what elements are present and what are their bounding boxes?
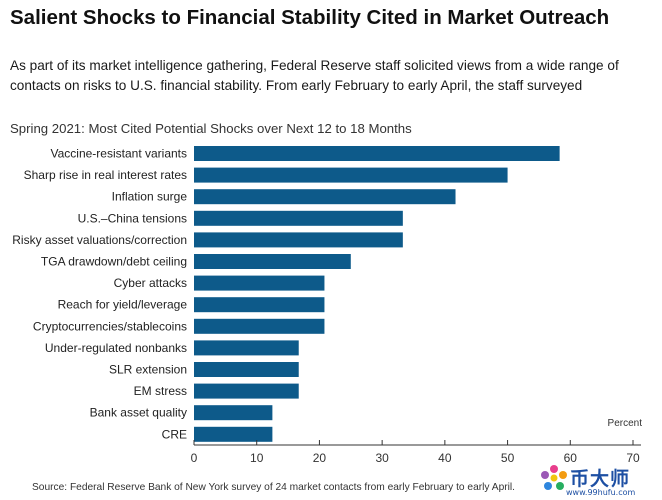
bar	[194, 189, 456, 205]
intro-text: As part of its market intelligence gathe…	[10, 58, 619, 93]
bar	[194, 383, 299, 399]
page-title: Salient Shocks to Financial Stability Ci…	[10, 6, 610, 29]
category-label: Under-regulated nonbanks	[45, 341, 187, 355]
x-tick-label: 20	[313, 451, 327, 465]
bar	[194, 146, 560, 161]
category-label: Vaccine-resistant variants	[51, 147, 188, 161]
x-tick-label: 30	[375, 451, 389, 465]
watermark-text: 币大师	[570, 468, 631, 490]
bar	[194, 167, 508, 183]
x-tick-label: 40	[438, 451, 452, 465]
watermark: 币大师 www.99hufu.com	[540, 462, 662, 500]
watermark-url: www.99hufu.com	[566, 488, 636, 497]
source-note: Source: Federal Reserve Bank of New York…	[32, 482, 515, 493]
chart-title: Spring 2021: Most Cited Potential Shocks…	[10, 121, 412, 136]
x-tick-label: 10	[250, 451, 264, 465]
x-tick-label: 50	[501, 451, 515, 465]
bar	[194, 318, 325, 334]
category-label: TGA drawdown/debt ceiling	[41, 255, 187, 269]
unit-label: Percent	[608, 418, 643, 429]
category-label: Sharp rise in real interest rates	[24, 168, 187, 182]
bar	[194, 362, 299, 377]
bar	[194, 297, 325, 313]
category-label: Cryptocurrencies/stablecoins	[33, 319, 187, 333]
category-label: SLR extension	[109, 363, 187, 377]
category-label: U.S.–China tensions	[78, 211, 187, 225]
x-tick-label: 70	[626, 451, 640, 465]
flower-logo-icon	[541, 465, 567, 490]
category-label: Cyber attacks	[114, 276, 187, 290]
category-label: Bank asset quality	[90, 406, 187, 420]
category-label: Inflation surge	[112, 190, 188, 204]
category-label: Risky asset valuations/correction	[12, 233, 187, 247]
bar	[194, 210, 403, 226]
bar	[194, 340, 299, 356]
bar	[194, 232, 403, 248]
bar	[194, 254, 351, 269]
bar-chart: Vaccine-resistant variants Sharp rise in …	[12, 146, 643, 465]
category-label: CRE	[162, 427, 187, 441]
x-tick-label: 60	[564, 451, 578, 465]
category-label: Reach for yield/leverage	[58, 298, 188, 312]
bar	[194, 426, 273, 442]
category-label: EM stress	[134, 384, 187, 398]
bar	[194, 275, 325, 291]
bar	[194, 405, 273, 421]
x-tick-label: 0	[191, 451, 198, 465]
